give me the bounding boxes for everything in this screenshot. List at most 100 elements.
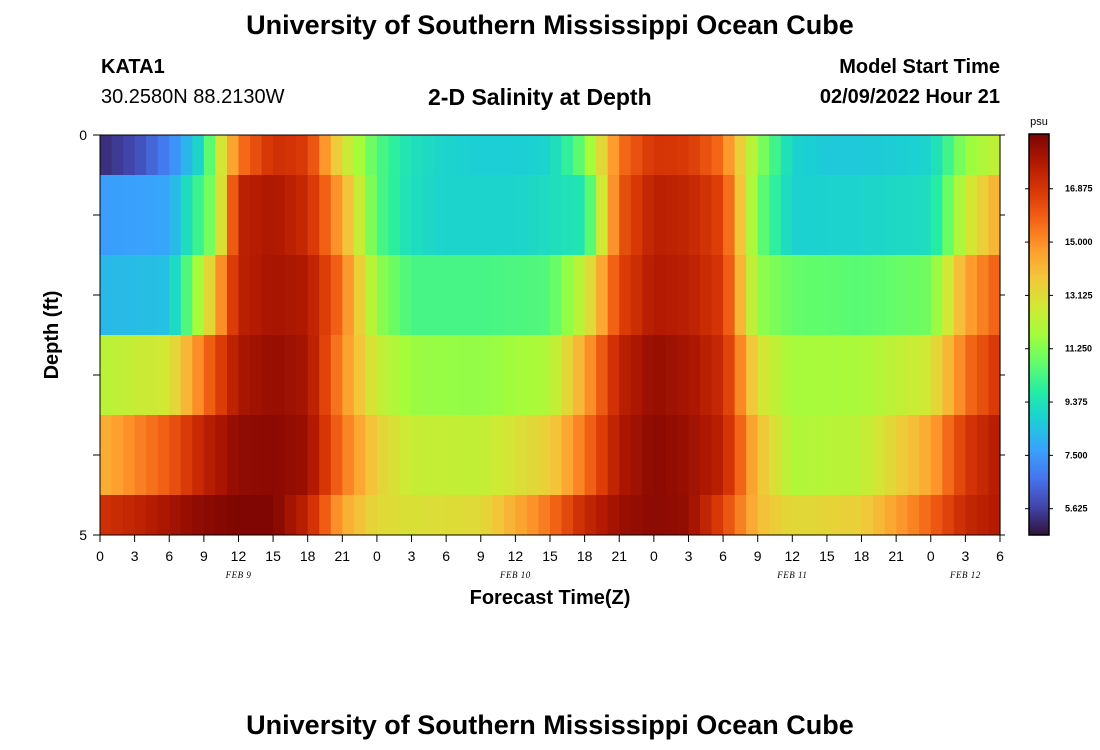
- heatmap-cell: [388, 255, 401, 335]
- heatmap-cell: [815, 335, 828, 415]
- heatmap-cell: [642, 175, 655, 255]
- heatmap-cell: [296, 495, 309, 535]
- heatmap-cell: [469, 335, 482, 415]
- x-tick-label: 15: [819, 548, 835, 564]
- heatmap-cell: [746, 335, 759, 415]
- heatmap-cell: [111, 335, 124, 415]
- heatmap-cell: [515, 135, 528, 175]
- heatmap-cell: [642, 335, 655, 415]
- x-tick-label: 6: [719, 548, 727, 564]
- heatmap-cell: [307, 255, 320, 335]
- heatmap-cell: [976, 415, 990, 495]
- heatmap-cell: [469, 495, 482, 535]
- heatmap-cell: [723, 175, 736, 255]
- heatmap-cell: [711, 335, 724, 415]
- heatmap-cell: [250, 135, 263, 175]
- heatmap-cell: [146, 255, 159, 335]
- heatmap-cell: [988, 255, 1001, 335]
- x-tick-label: 15: [542, 548, 558, 564]
- heatmap-cell: [226, 335, 240, 415]
- heatmap-cell: [665, 335, 678, 415]
- heatmap-cell: [665, 415, 678, 495]
- x-axis-label: Forecast Time(Z): [470, 587, 631, 609]
- heatmap-cell: [400, 255, 413, 335]
- heatmap-cell: [457, 255, 470, 335]
- heatmap-cell: [123, 175, 136, 255]
- colorbar-label: 15.000: [1065, 237, 1093, 247]
- heatmap-cell: [434, 175, 447, 255]
- heatmap-cell: [642, 135, 655, 175]
- heatmap-cell: [353, 415, 366, 495]
- heatmap-cell: [250, 255, 263, 335]
- heatmap-cell: [573, 135, 586, 175]
- heatmap-cell: [723, 495, 736, 535]
- heatmap-cell: [180, 415, 193, 495]
- heatmap-cell: [203, 335, 216, 415]
- heatmap-cell: [700, 175, 713, 255]
- heatmap-cell: [930, 495, 943, 535]
- heatmap-cell: [746, 135, 759, 175]
- heatmap-cell: [273, 255, 286, 335]
- heatmap-cell: [630, 415, 643, 495]
- heatmap-cell: [803, 415, 816, 495]
- heatmap-cell: [446, 495, 459, 535]
- heatmap-cell: [573, 335, 586, 415]
- heatmap-cell: [665, 175, 678, 255]
- heatmap-cell: [146, 415, 159, 495]
- heatmap-cell: [307, 175, 320, 255]
- heatmap-cell: [907, 175, 920, 255]
- heatmap-cell: [296, 415, 309, 495]
- heatmap-cell: [503, 175, 516, 255]
- heatmap-cell: [157, 175, 170, 255]
- heatmap-cell: [873, 255, 886, 335]
- heatmap-cell: [688, 415, 701, 495]
- heatmap-cell: [942, 415, 955, 495]
- heatmap-cell: [538, 135, 551, 175]
- heatmap-cell: [307, 135, 320, 175]
- heatmap-cell: [619, 415, 632, 495]
- heatmap-cell: [907, 255, 920, 335]
- heatmap-cell: [711, 175, 724, 255]
- heatmap-cell: [803, 175, 816, 255]
- heatmap-cell: [261, 255, 274, 335]
- heatmap-cell: [169, 175, 182, 255]
- heatmap-cell: [515, 415, 528, 495]
- heatmap-cell: [400, 335, 413, 415]
- heatmap-cell: [111, 495, 124, 535]
- heatmap-cell: [826, 495, 840, 535]
- heatmap-cell: [723, 335, 736, 415]
- heatmap-cell: [238, 175, 251, 255]
- heatmap-cell: [607, 175, 620, 255]
- heatmap-cell: [319, 255, 332, 335]
- heatmap-cell: [273, 135, 286, 175]
- heatmap-cell: [434, 415, 447, 495]
- model-start-label: Model Start Time: [839, 56, 1000, 78]
- heatmap-cell: [561, 135, 574, 175]
- heatmap-cell: [238, 135, 251, 175]
- heatmap-cell: [284, 335, 297, 415]
- heatmap-cell: [353, 495, 366, 535]
- heatmap-cell: [942, 255, 955, 335]
- heatmap-cell: [446, 335, 459, 415]
- x-tick-label: 18: [854, 548, 870, 564]
- heatmap-cell: [896, 495, 909, 535]
- heatmap-cell: [250, 175, 263, 255]
- heatmap-cell: [630, 175, 643, 255]
- heatmap-cell: [215, 335, 228, 415]
- heatmap-cell: [157, 135, 170, 175]
- heatmap-cell: [146, 495, 159, 535]
- x-tick-label: 0: [373, 548, 381, 564]
- heatmap-cell: [873, 175, 886, 255]
- heatmap-cell: [238, 495, 251, 535]
- heatmap-cell: [538, 495, 551, 535]
- x-tick-label: 3: [685, 548, 693, 564]
- x-tick-label: 21: [335, 548, 351, 564]
- model-start-value: 02/09/2022 Hour 21: [819, 86, 1000, 108]
- heatmap-cell: [919, 335, 932, 415]
- heatmap-cell: [919, 415, 932, 495]
- heatmap-cell: [792, 135, 805, 175]
- heatmap-cell: [434, 255, 447, 335]
- heatmap-cell: [676, 335, 690, 415]
- heatmap-cell: [884, 255, 897, 335]
- heatmap-cell: [757, 495, 770, 535]
